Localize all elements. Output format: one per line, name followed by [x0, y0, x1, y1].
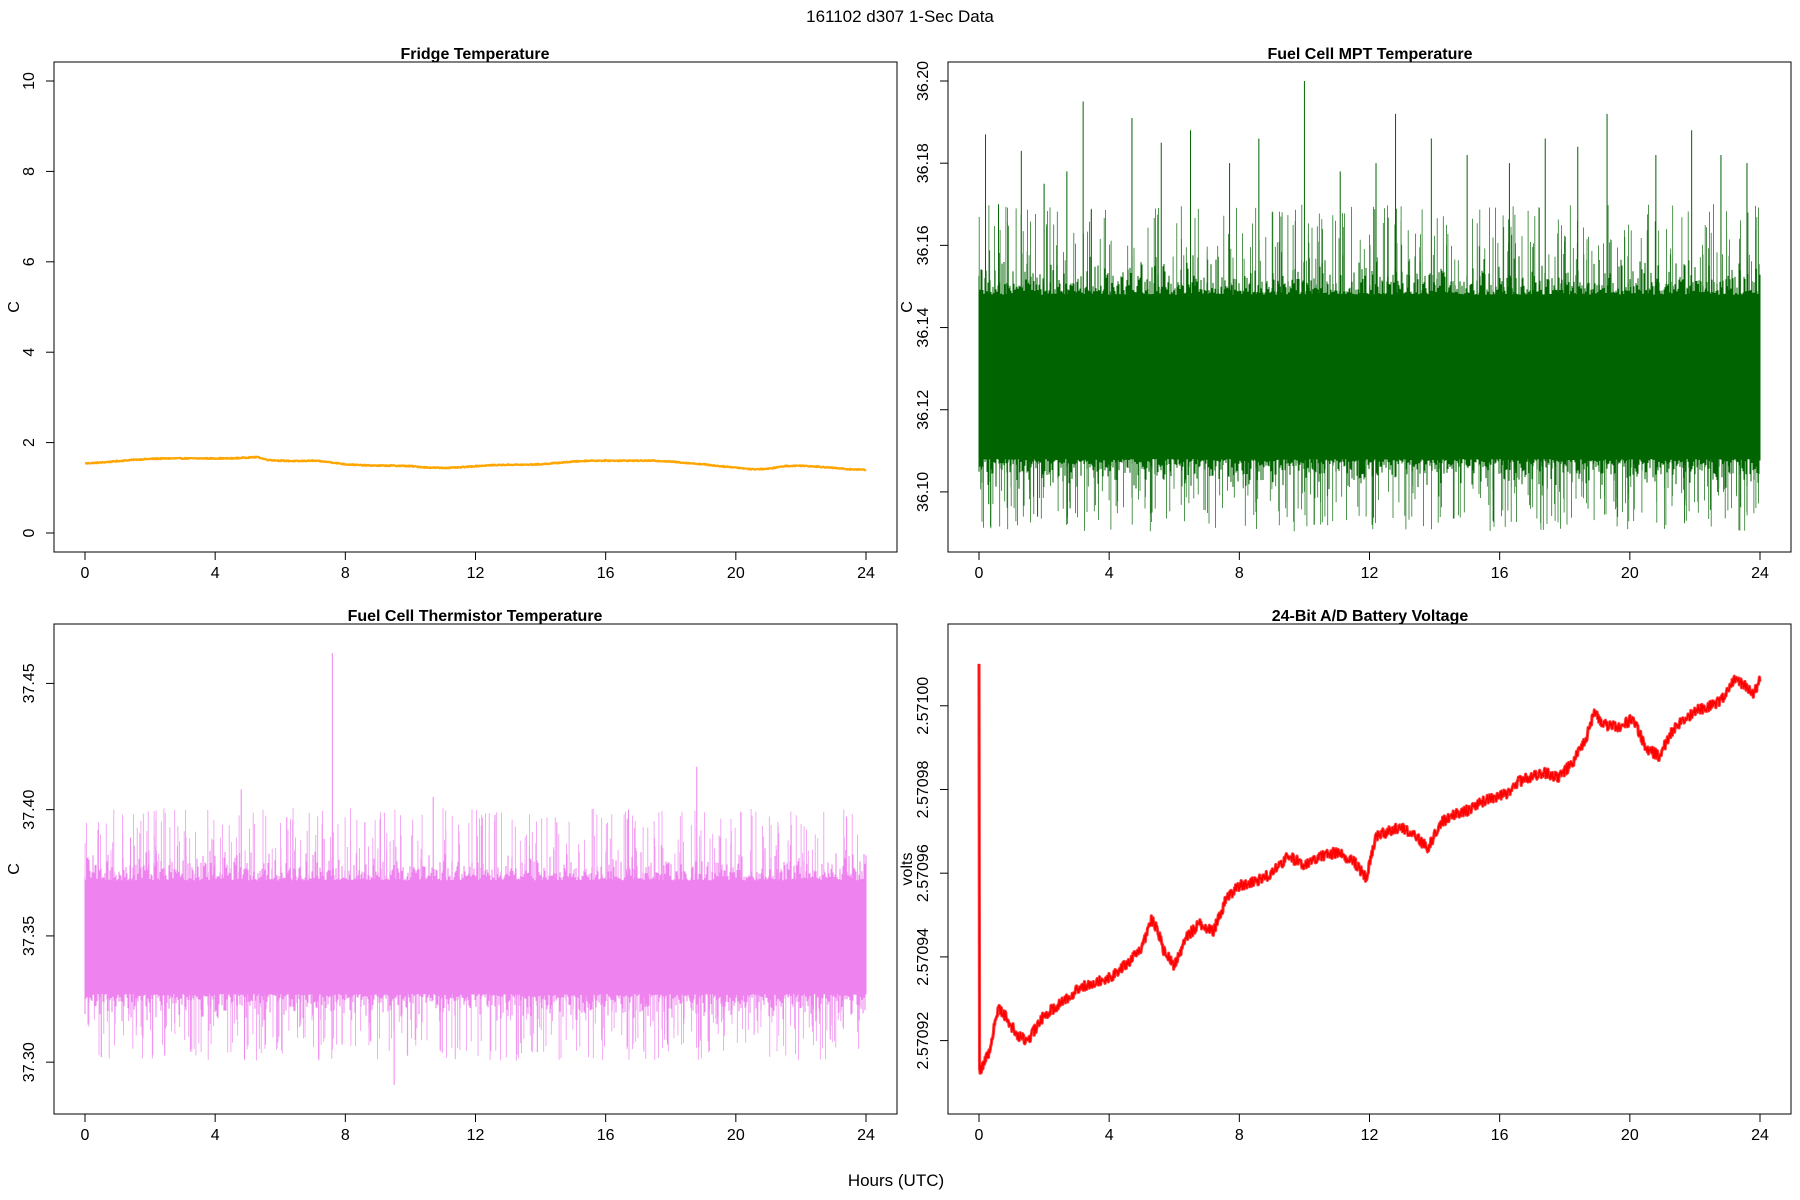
panel-title: Fuel Cell MPT Temperature	[1267, 46, 1472, 63]
panel-title: 24-Bit A/D Battery Voltage	[1272, 608, 1469, 625]
panel-fuel-cell-thermistor-temperature: Fuel Cell Thermistor Temperature C 0 4 8 12 16…	[6, 608, 898, 1144]
x-tick-label: 24	[857, 1127, 875, 1144]
x-tick-label: 16	[597, 565, 615, 582]
y-tick-label: 8	[21, 167, 38, 176]
x-tick-label: 0	[975, 1127, 984, 1144]
x-tick-label: 0	[975, 565, 984, 582]
x-tick-label: 8	[341, 1127, 350, 1144]
y-tick-label: 37.45	[21, 663, 38, 703]
series-band-fringe	[978, 204, 1759, 532]
x-tick-label: 24	[1751, 565, 1769, 582]
y-axis-label: C	[6, 863, 23, 875]
panel-24-bit-a-d-battery-voltage: 24-Bit A/D Battery Voltage volts 0 4 8 12 16 20…	[899, 608, 1792, 1144]
x-tick-label: 16	[1491, 1127, 1509, 1144]
y-tick-label: 2.57098	[915, 760, 932, 818]
x-tick-label: 16	[597, 1127, 615, 1144]
series-band-core	[84, 848, 867, 1023]
figure-x-axis-label: Hours (UTC)	[848, 1171, 944, 1190]
x-tick-label: 12	[1361, 565, 1379, 582]
y-tick-label: 36.20	[915, 61, 932, 101]
x-tick-label: 12	[467, 565, 485, 582]
y-tick-label: 2	[21, 438, 38, 447]
x-tick-label: 12	[1361, 1127, 1379, 1144]
series-line	[84, 455, 867, 472]
x-tick-label: 8	[1235, 1127, 1244, 1144]
y-tick-label: 36.12	[915, 390, 932, 430]
y-axis-label: C	[6, 301, 23, 313]
x-tick-label: 8	[341, 565, 350, 582]
y-tick-label: 10	[21, 72, 38, 90]
y-tick-label: 4	[21, 348, 38, 357]
x-tick-label: 12	[467, 1127, 485, 1144]
series-band-core	[978, 255, 1761, 490]
x-tick-label: 20	[727, 565, 745, 582]
y-axis-label: volts	[899, 853, 916, 886]
x-tick-label: 4	[1105, 565, 1114, 582]
panel-title: Fridge Temperature	[400, 46, 549, 63]
x-tick-label: 4	[211, 1127, 220, 1144]
x-tick-label: 0	[81, 565, 90, 582]
y-tick-label: 37.30	[21, 1042, 38, 1082]
y-tick-label: 2.57096	[915, 844, 932, 902]
y-tick-label: 36.14	[915, 307, 932, 347]
x-tick-label: 24	[857, 565, 875, 582]
panel-fuel-cell-mpt-temperature: Fuel Cell MPT Temperature C 0 4 8 12 16 20 24 36.…	[899, 46, 1792, 582]
y-tick-label: 36.16	[915, 225, 932, 265]
y-tick-label: 37.35	[21, 916, 38, 956]
figure-main-title: 161102 d307 1-Sec Data	[806, 7, 994, 26]
panel-title: Fuel Cell Thermistor Temperature	[348, 608, 603, 625]
y-tick-label: 2.57100	[915, 677, 932, 735]
y-tick-label: 36.18	[915, 143, 932, 183]
x-tick-label: 4	[1105, 1127, 1114, 1144]
y-axis-label: C	[899, 301, 916, 313]
y-tick-label: 36.10	[915, 472, 932, 512]
y-tick-label: 0	[21, 528, 38, 537]
x-tick-label: 16	[1491, 565, 1509, 582]
x-tick-label: 20	[1621, 565, 1639, 582]
series-line	[978, 663, 1761, 1074]
y-tick-label: 2.57094	[915, 928, 932, 986]
x-tick-label: 4	[211, 565, 220, 582]
x-tick-label: 20	[1621, 1127, 1639, 1144]
x-tick-label: 20	[727, 1127, 745, 1144]
x-tick-label: 8	[1235, 565, 1244, 582]
y-tick-label: 37.40	[21, 790, 38, 830]
plot-data	[84, 653, 867, 1085]
x-tick-label: 0	[81, 1127, 90, 1144]
plot-data	[978, 81, 1761, 532]
plot-data	[84, 455, 867, 472]
y-tick-label: 2.57092	[915, 1012, 932, 1070]
x-tick-label: 24	[1751, 1127, 1769, 1144]
plot-data	[977, 663, 1762, 1075]
y-tick-label: 6	[21, 257, 38, 266]
